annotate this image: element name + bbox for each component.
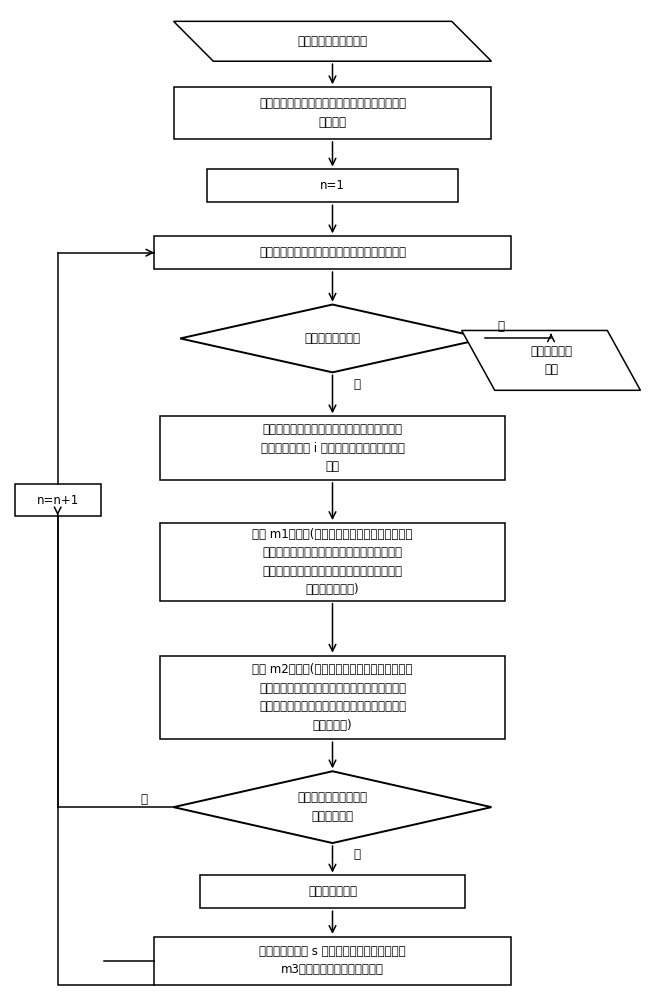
Text: 输出最优膜系
结构: 输出最优膜系 结构 bbox=[530, 345, 572, 376]
Bar bbox=[200, 875, 465, 908]
Text: 种群初始化。对膜系厚度进行编码，生成量子染
色体种群: 种群初始化。对膜系厚度进行编码，生成量子染 色体种群 bbox=[259, 97, 406, 129]
Polygon shape bbox=[174, 21, 491, 61]
Bar bbox=[154, 937, 511, 985]
Text: 是: 是 bbox=[498, 320, 505, 333]
Text: 计算多层膜膜系的适应度，选出最优的膜系结构: 计算多层膜膜系的适应度，选出最优的膜系结构 bbox=[259, 246, 406, 259]
Text: 是否满足优化准则: 是否满足优化准则 bbox=[305, 332, 360, 345]
Bar bbox=[15, 484, 100, 516]
Text: 等概率选定一个膜系结构的染色体，并对其中
的膜厚构成的第 i 位基因中决策向量实施高斯
变异: 等概率选定一个膜系结构的染色体，并对其中 的膜厚构成的第 i 位基因中决策向量实… bbox=[261, 423, 404, 473]
Polygon shape bbox=[462, 330, 640, 390]
Text: 否: 否 bbox=[354, 378, 360, 391]
Text: 进行 m1次求精(若为有效进化，则新的膜系结构
替换原来的膜系结构，并累计有效进化次数；
若为无效进化，则还原原来的膜系结构，并累
计无效进化次数): 进行 m1次求精(若为有效进化，则新的膜系结构 替换原来的膜系结构，并累计有效进… bbox=[252, 528, 413, 596]
Polygon shape bbox=[180, 305, 485, 372]
Polygon shape bbox=[174, 771, 491, 843]
Text: 更新量子概率幅: 更新量子概率幅 bbox=[308, 885, 357, 898]
Bar bbox=[207, 169, 458, 202]
Text: 输入初始多层膜参数值: 输入初始多层膜参数值 bbox=[297, 35, 368, 48]
Bar bbox=[174, 87, 491, 139]
Text: 有效进化次数是否小于
无效进化次数: 有效进化次数是否小于 无效进化次数 bbox=[297, 791, 368, 823]
Text: n=n+1: n=n+1 bbox=[37, 494, 79, 507]
Bar bbox=[154, 236, 511, 269]
Bar bbox=[160, 523, 505, 601]
Text: 离散交叉。选择 s 个优秀的膜系结构分别进行
m3次交叉，生成新的膜系结构: 离散交叉。选择 s 个优秀的膜系结构分别进行 m3次交叉，生成新的膜系结构 bbox=[259, 945, 406, 976]
Text: 否: 否 bbox=[140, 793, 147, 806]
Text: 进行 m2次求泛(若为有效进化，则新的膜系结构
替换原来的膜系结构，并累计有效进化次数；若
为无效进化，则还原原来的膜系结构，并累计无
效进化次数): 进行 m2次求泛(若为有效进化，则新的膜系结构 替换原来的膜系结构，并累计有效进… bbox=[252, 663, 413, 732]
Bar bbox=[160, 656, 505, 739]
Text: n=1: n=1 bbox=[320, 179, 345, 192]
Bar bbox=[160, 416, 505, 480]
Text: 是: 是 bbox=[354, 848, 360, 861]
